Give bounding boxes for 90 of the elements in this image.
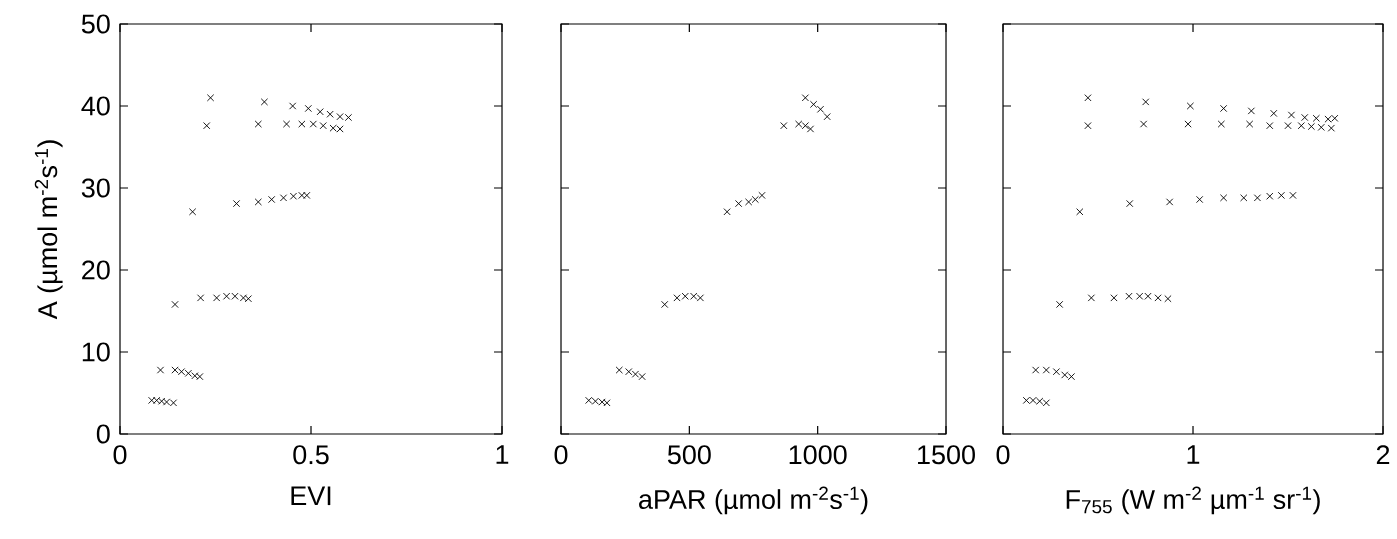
point	[1246, 120, 1254, 128]
point	[1266, 192, 1274, 200]
point	[213, 294, 221, 302]
y-axis-title: A (µmol m$^{-2}$s$^{-1}$)	[34, 140, 63, 320]
point	[326, 110, 334, 118]
point	[1301, 113, 1309, 122]
point	[1287, 111, 1296, 119]
point	[1154, 294, 1162, 302]
x-tick-label: 1000	[789, 445, 847, 465]
point	[1142, 98, 1150, 106]
point	[260, 98, 269, 106]
point	[254, 120, 262, 128]
point	[188, 208, 197, 216]
y-tick-label: 40	[81, 96, 110, 116]
point	[1219, 194, 1228, 202]
x-tick-label: 1	[1187, 445, 1200, 464]
point	[1084, 122, 1092, 130]
point	[1327, 124, 1335, 132]
point	[1186, 102, 1194, 110]
point	[1307, 122, 1316, 131]
y-tick-label: 0	[96, 424, 110, 444]
x-tick-label: 1	[496, 445, 509, 464]
y-tick-label: 20	[82, 260, 110, 280]
point	[1164, 295, 1172, 303]
point	[801, 94, 809, 102]
point	[1240, 194, 1248, 202]
point	[254, 198, 262, 206]
x-tick-label: 500	[667, 445, 711, 465]
x-tick-label: 0.5	[293, 445, 329, 465]
point	[282, 120, 291, 128]
point	[1270, 109, 1278, 118]
point	[309, 120, 317, 128]
point	[319, 122, 327, 130]
point	[1087, 294, 1095, 302]
point	[1196, 195, 1204, 204]
point	[206, 94, 215, 102]
y-tick-label: 10	[82, 342, 110, 362]
point	[1084, 94, 1092, 102]
point	[1247, 107, 1255, 115]
point	[661, 300, 669, 309]
point	[1266, 122, 1274, 130]
point	[1139, 120, 1148, 128]
point	[1056, 300, 1064, 309]
point	[723, 208, 731, 216]
point	[615, 366, 623, 374]
x-tick-label: 2	[1376, 445, 1390, 465]
point	[1184, 120, 1192, 128]
point	[1042, 366, 1050, 374]
point	[809, 100, 818, 108]
point	[268, 195, 276, 204]
point	[734, 199, 743, 208]
point	[806, 125, 815, 133]
point	[816, 105, 825, 113]
point	[1126, 199, 1134, 208]
point	[1219, 104, 1228, 113]
point	[279, 194, 288, 202]
point	[203, 122, 211, 130]
x-axis-title: aPAR (µmol m$^{-2}$s$^{-1}$)	[639, 486, 868, 515]
point	[823, 113, 831, 121]
point	[1277, 191, 1285, 200]
x-axis-title: EVI	[291, 486, 331, 506]
point	[1289, 191, 1297, 200]
point	[758, 191, 766, 200]
point	[304, 104, 312, 113]
x-tick-label: 1500	[918, 445, 975, 465]
point	[196, 294, 205, 302]
x-tick-label: 0	[113, 445, 127, 465]
point	[1052, 368, 1061, 376]
text: F$_{755}$ (W m$^{-2}$ µm$^{-1}$ sr$^{-1}$)	[1066, 486, 1320, 515]
point	[1032, 366, 1040, 374]
y-tick-label: 30	[81, 178, 110, 198]
point	[1110, 294, 1118, 302]
point	[1253, 194, 1262, 202]
point	[316, 108, 324, 116]
point	[1312, 114, 1320, 122]
point	[156, 366, 165, 374]
y-tick-label: 50	[81, 14, 110, 34]
point	[1297, 122, 1305, 130]
x-tick-label: 0	[996, 445, 1010, 465]
point	[289, 102, 297, 110]
point	[1217, 120, 1225, 128]
point	[1317, 123, 1325, 131]
point	[1076, 208, 1084, 216]
point	[298, 120, 306, 128]
x-tick-label: 0	[554, 445, 568, 465]
point	[1125, 292, 1133, 300]
point	[1166, 198, 1174, 206]
point	[171, 300, 179, 309]
point	[780, 122, 788, 130]
point	[1284, 122, 1292, 130]
